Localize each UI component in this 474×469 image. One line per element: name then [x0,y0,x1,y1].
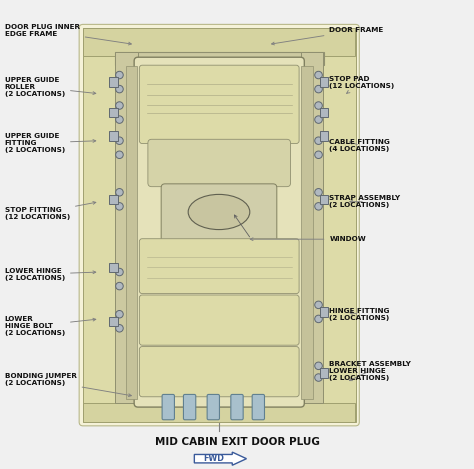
FancyBboxPatch shape [207,394,219,420]
Bar [320,307,328,317]
Bar [109,317,118,326]
Circle shape [315,189,322,196]
FancyBboxPatch shape [148,139,291,187]
Bar [115,52,324,65]
Bar [320,77,328,87]
Circle shape [315,301,322,309]
Text: STOP FITTING
(12 LOCATIONS): STOP FITTING (12 LOCATIONS) [5,202,96,220]
Circle shape [116,325,123,332]
Bar [83,28,355,56]
Circle shape [315,137,322,144]
Circle shape [116,102,123,109]
Circle shape [315,374,322,381]
Bar [320,195,328,204]
Bar [301,66,313,399]
Ellipse shape [188,195,250,230]
FancyBboxPatch shape [252,394,264,420]
Bar [115,52,138,403]
Text: HINGE FITTING
(2 LOCATIONS): HINGE FITTING (2 LOCATIONS) [329,308,390,321]
Text: BRACKET ASSEMBLY
LOWER HINGE
(2 LOCATIONS): BRACKET ASSEMBLY LOWER HINGE (2 LOCATION… [329,361,411,381]
Text: UPPER GUIDE
FITTING
(2 LOCATIONS): UPPER GUIDE FITTING (2 LOCATIONS) [5,133,96,153]
FancyBboxPatch shape [139,347,299,397]
FancyBboxPatch shape [231,394,243,420]
Polygon shape [194,452,246,465]
Circle shape [116,137,123,144]
Bar [109,131,118,141]
FancyBboxPatch shape [139,239,299,294]
Circle shape [315,85,322,93]
Bar [323,28,356,422]
FancyBboxPatch shape [134,57,304,407]
Text: DOOR FRAME: DOOR FRAME [272,28,383,45]
Circle shape [116,151,123,159]
Bar [320,368,328,378]
Bar [320,131,328,141]
Bar [83,403,355,422]
Circle shape [315,203,322,210]
Bar [126,66,137,399]
FancyBboxPatch shape [161,184,277,243]
Text: CABLE FITTING
(4 LOCATIONS): CABLE FITTING (4 LOCATIONS) [329,139,390,152]
Circle shape [116,268,123,276]
Text: DOOR PLUG INNER
EDGE FRAME: DOOR PLUG INNER EDGE FRAME [5,24,131,45]
Circle shape [315,71,322,79]
Bar [83,28,115,422]
Text: WINDOW: WINDOW [250,236,366,242]
Circle shape [116,310,123,318]
Text: LOWER HINGE
(2 LOCATIONS): LOWER HINGE (2 LOCATIONS) [5,268,96,281]
Bar [109,263,118,272]
FancyBboxPatch shape [139,65,299,144]
Circle shape [315,102,322,109]
Circle shape [315,315,322,323]
Bar [301,52,323,403]
Circle shape [315,362,322,370]
Circle shape [116,85,123,93]
Text: UPPER GUIDE
ROLLER
(2 LOCATIONS): UPPER GUIDE ROLLER (2 LOCATIONS) [5,77,96,97]
FancyBboxPatch shape [162,394,174,420]
Circle shape [116,116,123,123]
Text: BONDING JUMPER
(2 LOCATIONS): BONDING JUMPER (2 LOCATIONS) [5,373,131,397]
Circle shape [116,282,123,290]
Text: LOWER
HINGE BOLT
(2 LOCATIONS): LOWER HINGE BOLT (2 LOCATIONS) [5,316,96,336]
Circle shape [116,203,123,210]
Bar [109,77,118,87]
Text: STRAP ASSEMBLY
(2 LOCATIONS): STRAP ASSEMBLY (2 LOCATIONS) [329,195,401,208]
Bar [109,195,118,204]
Circle shape [315,116,322,123]
Circle shape [315,151,322,159]
FancyBboxPatch shape [139,295,299,345]
FancyBboxPatch shape [79,24,359,426]
Text: MID CABIN EXIT DOOR PLUG: MID CABIN EXIT DOOR PLUG [155,437,319,447]
Circle shape [116,71,123,79]
Text: STOP PAD
(12 LOCATIONS): STOP PAD (12 LOCATIONS) [329,76,395,93]
FancyBboxPatch shape [183,394,196,420]
Bar [320,108,328,117]
Circle shape [116,189,123,196]
Text: FWD: FWD [203,454,224,463]
Bar [109,108,118,117]
